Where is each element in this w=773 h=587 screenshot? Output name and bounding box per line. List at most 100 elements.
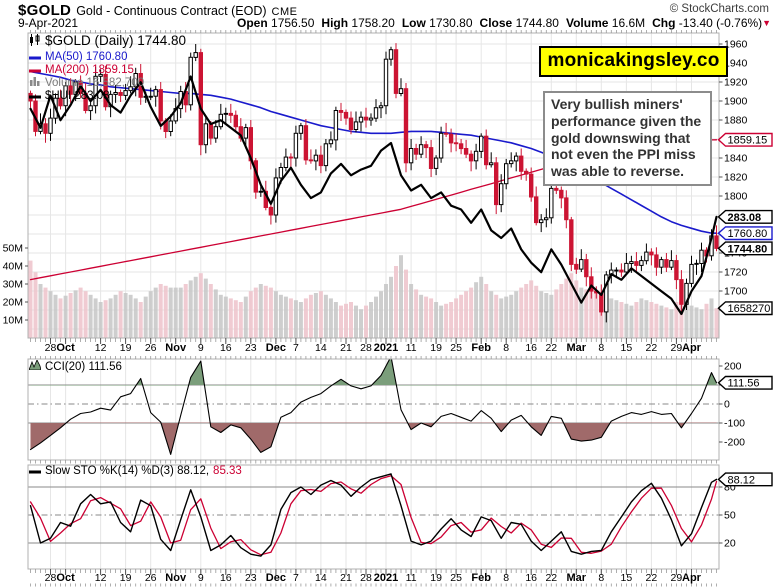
watermark-banner: monicakingsley.co [539, 46, 728, 77]
svg-text:25: 25 [450, 572, 462, 584]
svg-text:1840: 1840 [724, 153, 748, 165]
svg-text:16: 16 [525, 572, 537, 584]
ma200-line-icon [29, 64, 41, 77]
quote-bar: Open 1756.50 High 1758.20 Low 1730.80 Close… [237, 16, 771, 30]
low-value: 1730.80 [429, 16, 473, 30]
svg-text:19: 19 [120, 572, 132, 584]
svg-text:28: 28 [360, 342, 372, 354]
svg-text:-100: -100 [724, 418, 745, 430]
svg-text:1960: 1960 [724, 39, 748, 51]
svg-text:26: 26 [145, 572, 157, 584]
svg-text:1859.15: 1859.15 [728, 135, 768, 147]
axis-callout: 88.12 [717, 472, 773, 487]
svg-text:15: 15 [621, 342, 633, 354]
axis-callout: 1744.80 [717, 241, 773, 256]
instrument-title: Gold - Continuous Contract (EOD) [76, 4, 267, 18]
legend-sto-k: Slow STO %K(14) %D(3) 88.12, [45, 465, 210, 477]
axis-callout: 1859.15 [717, 132, 773, 147]
svg-text:14: 14 [315, 342, 327, 354]
svg-text:Feb: Feb [471, 572, 491, 584]
stockcharts-copyright: © StockCharts.com [669, 3, 769, 15]
svg-text:7: 7 [293, 342, 299, 354]
svg-text:16: 16 [220, 572, 232, 584]
svg-text:Apr: Apr [682, 572, 702, 584]
panel-borders [27, 32, 720, 570]
gold-candles [28, 43, 719, 323]
svg-text:1720: 1720 [724, 267, 748, 279]
legend-cci: CCI(20) 111.56 [45, 360, 122, 373]
open-value: 1756.50 [271, 16, 315, 30]
svg-text:8: 8 [503, 572, 509, 584]
legend-ma200: MA(200) 1859.15 [45, 63, 134, 76]
svg-text:11: 11 [406, 342, 417, 354]
svg-text:1744.80: 1744.80 [728, 243, 768, 255]
svg-text:19: 19 [430, 572, 442, 584]
svg-text:2021: 2021 [374, 342, 398, 354]
svg-text:9: 9 [198, 342, 204, 354]
svg-text:Feb: Feb [471, 342, 491, 354]
svg-text:1658270: 1658270 [728, 303, 771, 315]
down-arrow-icon: ▼ [762, 18, 772, 28]
svg-text:29: 29 [671, 572, 683, 584]
svg-text:1920: 1920 [724, 77, 748, 89]
close-value: 1744.80 [515, 16, 559, 30]
svg-text:1760.80: 1760.80 [728, 228, 768, 240]
svg-text:Nov: Nov [165, 342, 187, 354]
svg-text:2021: 2021 [374, 572, 398, 584]
chg-value: -13.40 (-0.76%) [678, 16, 763, 30]
legend-ma50: MA(50) 1760.80 [45, 50, 128, 63]
svg-text:29: 29 [671, 342, 683, 354]
candlestick-icon [29, 34, 41, 49]
svg-text:11: 11 [406, 572, 417, 584]
svg-text:25: 25 [450, 342, 462, 354]
svg-text:23: 23 [245, 342, 257, 354]
cci-area-icon [28, 359, 42, 374]
volume-bars [28, 255, 719, 338]
svg-text:12: 12 [95, 342, 107, 354]
cci-area-fills [30, 359, 717, 455]
svg-text:-200: -200 [724, 437, 745, 449]
svg-text:Nov: Nov [165, 572, 187, 584]
svg-text:283.08: 283.08 [728, 212, 762, 224]
sto-line-icon [29, 465, 41, 478]
open-label: Open [237, 16, 268, 30]
svg-text:Apr: Apr [682, 342, 702, 354]
axis-callout: 1760.80 [717, 226, 773, 241]
legend-gold: $GOLD (Daily) 1744.80 [45, 33, 187, 48]
cci-line [29, 359, 718, 455]
svg-text:1940: 1940 [724, 58, 748, 70]
svg-text:15: 15 [621, 572, 633, 584]
volume-bars-icon [29, 76, 41, 90]
svg-text:19: 19 [430, 342, 442, 354]
svg-text:28: 28 [45, 572, 57, 584]
axis-callout: 283.08 [717, 209, 773, 224]
legend-volume: Volume 16,582,700 [45, 76, 145, 89]
svg-text:Dec: Dec [266, 572, 286, 584]
svg-text:Mar: Mar [567, 342, 587, 354]
cci-bands [28, 384, 719, 424]
svg-text:200: 200 [724, 361, 742, 373]
svg-text:20: 20 [724, 538, 736, 550]
svg-text:8: 8 [503, 342, 509, 354]
axis-callout: 1658270 [717, 301, 773, 316]
svg-text:28: 28 [45, 342, 57, 354]
svg-text:22: 22 [545, 572, 557, 584]
chg-label: Chg [652, 16, 676, 30]
high-label: High [321, 16, 349, 30]
svg-text:14: 14 [315, 572, 327, 584]
svg-text:0: 0 [724, 399, 730, 411]
symbol: $GOLD [18, 2, 72, 19]
sto-legend: Slow STO %K(14) %D(3) 88.12, 85.33 [29, 465, 242, 478]
ma50-line-icon [29, 51, 41, 64]
svg-text:40M: 40M [3, 261, 23, 273]
legend-sto-d: 85.33 [213, 465, 242, 477]
svg-text:8: 8 [598, 342, 604, 354]
tick-rulers [30, 30, 717, 587]
svg-text:26: 26 [145, 342, 157, 354]
svg-text:88.12: 88.12 [728, 474, 756, 486]
svg-text:9: 9 [198, 572, 204, 584]
svg-text:Oct: Oct [56, 342, 75, 354]
svg-text:1820: 1820 [724, 172, 748, 184]
